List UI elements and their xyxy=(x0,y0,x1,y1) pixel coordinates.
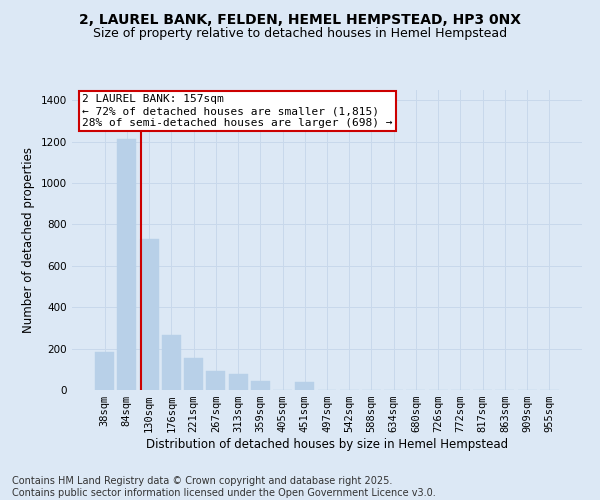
Text: 2, LAUREL BANK, FELDEN, HEMEL HEMPSTEAD, HP3 0NX: 2, LAUREL BANK, FELDEN, HEMEL HEMPSTEAD,… xyxy=(79,12,521,26)
Text: 2 LAUREL BANK: 157sqm
← 72% of detached houses are smaller (1,815)
28% of semi-d: 2 LAUREL BANK: 157sqm ← 72% of detached … xyxy=(82,94,392,128)
Bar xyxy=(229,374,248,390)
Bar xyxy=(206,372,225,390)
Text: Contains HM Land Registry data © Crown copyright and database right 2025.
Contai: Contains HM Land Registry data © Crown c… xyxy=(12,476,436,498)
Bar xyxy=(295,382,314,390)
X-axis label: Distribution of detached houses by size in Hemel Hempstead: Distribution of detached houses by size … xyxy=(146,438,508,451)
Bar xyxy=(251,380,270,390)
Bar xyxy=(140,239,158,390)
Bar xyxy=(95,352,114,390)
Bar xyxy=(162,335,181,390)
Bar xyxy=(184,358,203,390)
Text: Size of property relative to detached houses in Hemel Hempstead: Size of property relative to detached ho… xyxy=(93,28,507,40)
Y-axis label: Number of detached properties: Number of detached properties xyxy=(22,147,35,333)
Bar xyxy=(118,138,136,390)
